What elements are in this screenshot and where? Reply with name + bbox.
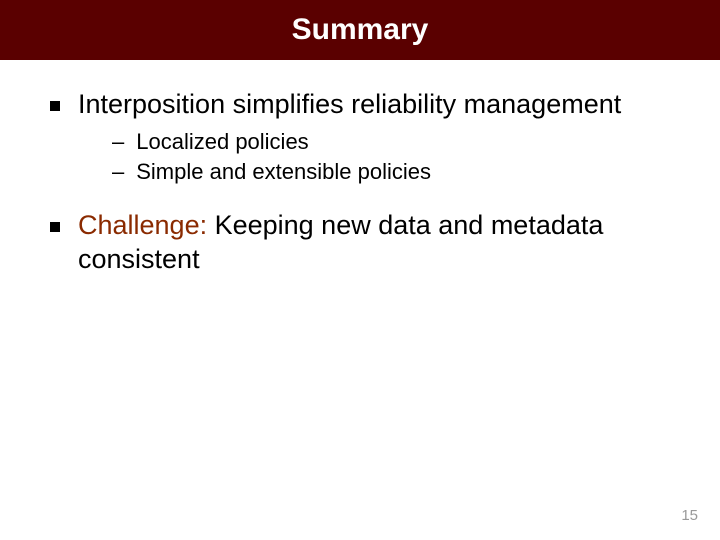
sub-bullet-text: Localized policies [136,128,308,157]
dash-bullet-icon: – [112,159,124,185]
slide-content: Interposition simplifies reliability man… [0,60,720,276]
dash-bullet-icon: – [112,129,124,155]
bullet-item: Interposition simplifies reliability man… [50,88,670,122]
sub-bullet-text: Simple and extensible policies [136,158,431,187]
square-bullet-icon [50,101,60,111]
challenge-highlight: Challenge: [78,210,207,240]
bullet-item: Challenge: Keeping new data and metadata… [50,209,670,277]
sub-bullet-item: – Simple and extensible policies [112,158,670,187]
bullet-text: Interposition simplifies reliability man… [78,88,621,122]
sub-bullet-item: – Localized policies [112,128,670,157]
page-number: 15 [681,507,698,524]
square-bullet-icon [50,222,60,232]
bullet-text: Challenge: Keeping new data and metadata… [78,209,670,277]
sub-bullet-list: – Localized policies – Simple and extens… [112,128,670,187]
slide-title: Summary [292,13,429,47]
slide-header: Summary [0,0,720,60]
